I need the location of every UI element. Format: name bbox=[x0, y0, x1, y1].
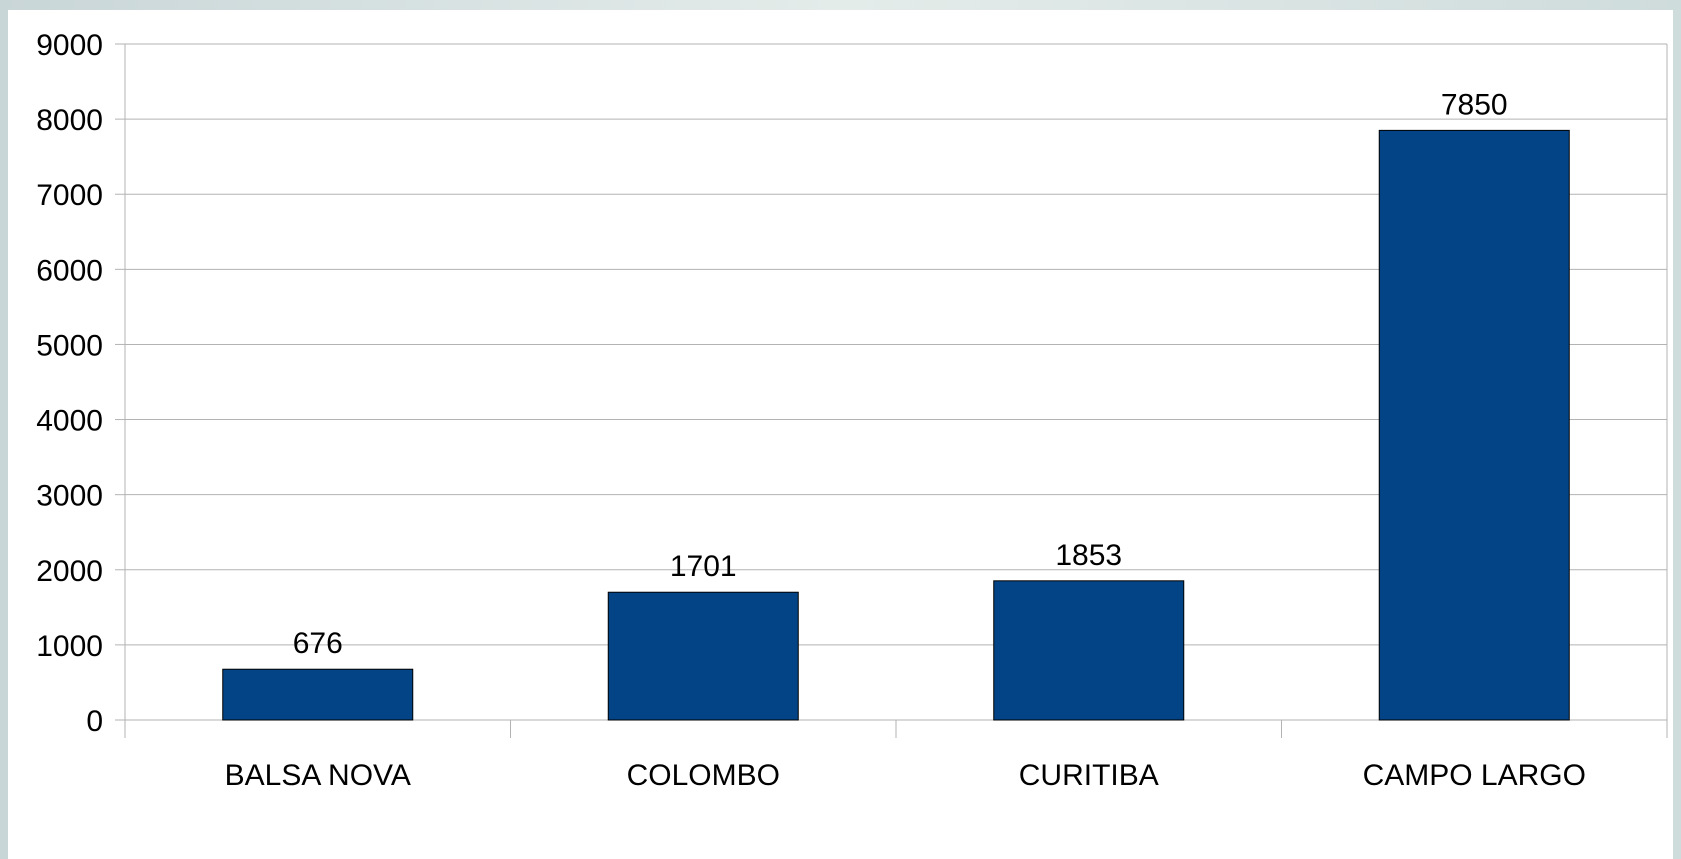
x-tick-label: BALSA NOVA bbox=[225, 759, 411, 792]
y-tick-label: 0 bbox=[86, 705, 103, 738]
y-tick-label: 7000 bbox=[36, 179, 103, 212]
chart-area: 0 1000 2000 3000 4000 5000 6000 7000 8000 9000 BA… bbox=[8, 10, 1673, 859]
y-tick-label: 9000 bbox=[36, 29, 103, 62]
bar bbox=[1378, 129, 1570, 721]
bar bbox=[993, 580, 1185, 721]
y-axis: 0 1000 2000 3000 4000 5000 6000 7000 8000 9000 bbox=[36, 29, 1668, 738]
y-tick-label: 3000 bbox=[36, 480, 103, 513]
bar bbox=[607, 591, 799, 721]
bars bbox=[222, 129, 1570, 721]
gridlines bbox=[125, 43, 1667, 721]
bar bbox=[222, 668, 414, 721]
y-tick-label: 4000 bbox=[36, 405, 103, 438]
y-tick-label: 6000 bbox=[36, 254, 103, 287]
y-tick-label: 8000 bbox=[36, 104, 103, 137]
data-label: 1701 bbox=[670, 550, 737, 583]
y-tick-label: 2000 bbox=[36, 555, 103, 588]
bar-chart: 0 1000 2000 3000 4000 5000 6000 7000 8000 9000 BA… bbox=[36, 29, 1668, 792]
data-label: 676 bbox=[293, 627, 343, 660]
x-tick-label: CURITIBA bbox=[1019, 759, 1159, 792]
x-axis: BALSA NOVA COLOMBO CURITIBA CAMPO LARGO bbox=[124, 719, 1668, 792]
data-label: 1853 bbox=[1055, 539, 1122, 572]
data-labels: 676 1701 1853 7850 bbox=[293, 88, 1508, 660]
y-tick-label: 5000 bbox=[36, 329, 103, 362]
x-tick-label: CAMPO LARGO bbox=[1363, 759, 1586, 792]
x-tick-label: COLOMBO bbox=[627, 759, 780, 792]
data-label: 7850 bbox=[1441, 88, 1508, 121]
y-tick-label: 1000 bbox=[36, 630, 103, 663]
